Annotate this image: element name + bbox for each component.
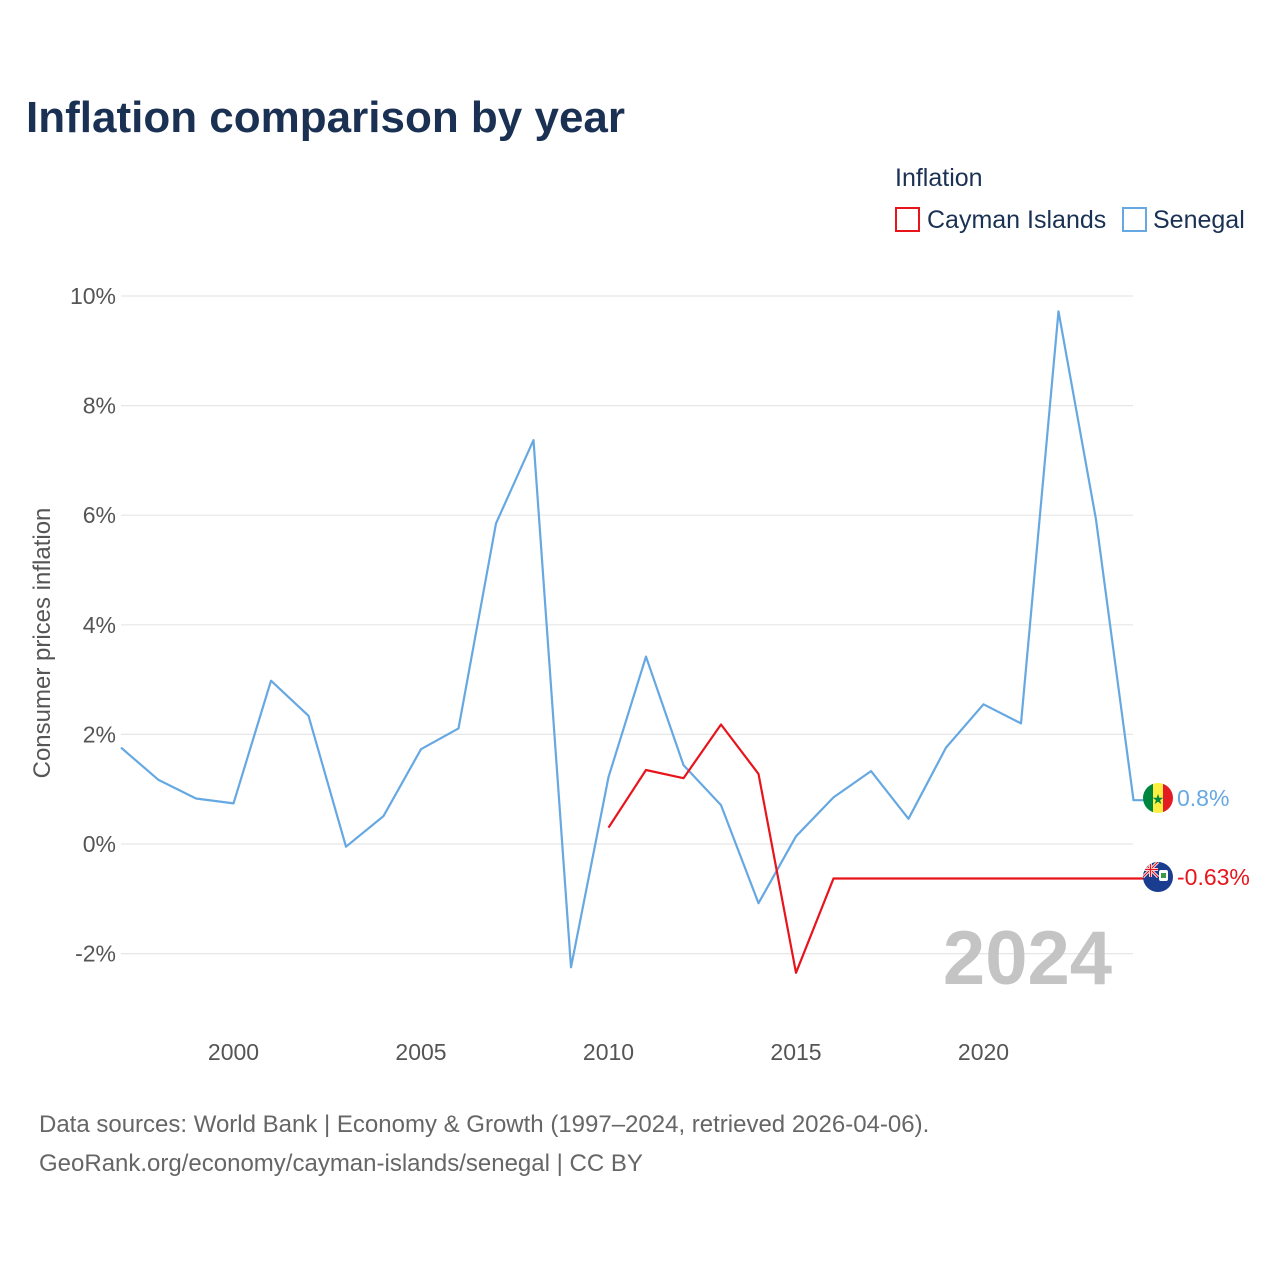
y-axis-ticks: 10% 8% 6% 4% 2% 0% -2% [70,283,116,967]
year-watermark: 2024 [943,916,1112,1001]
series-lines [120,310,1144,974]
y-tick-label: 6% [83,502,116,528]
svg-text:★: ★ [1152,792,1165,808]
y-tick-label: 8% [83,393,116,419]
x-axis-ticks: 2000 2005 2010 2015 2020 [208,1039,1009,1065]
series-line-cayman-islands[interactable] [607,723,1144,974]
source-line-1: Data sources: World Bank | Economy & Gro… [39,1111,929,1138]
legend-label-cayman[interactable]: Cayman Islands [927,206,1106,234]
y-tick-label: -2% [75,941,116,967]
cayman-end-marker: -0.63% [1143,862,1250,892]
cayman-end-value: -0.63% [1177,864,1250,890]
x-tick-label: 2000 [208,1039,259,1065]
senegal-end-value: 0.8% [1177,785,1229,811]
cayman-islands-flag-icon [1143,862,1173,892]
y-tick-label: 4% [83,612,116,638]
legend-label-senegal[interactable]: Senegal [1153,206,1245,234]
chart-title: Inflation comparison by year [26,93,625,142]
y-tick-label: 2% [83,721,116,747]
senegal-end-marker: ★ 0.8% [1143,783,1229,813]
y-axis-label: Consumer prices inflation [29,508,56,779]
x-tick-label: 2015 [770,1039,821,1065]
legend: Inflation Cayman Islands Senegal [895,164,1245,234]
y-tick-label: 0% [83,831,116,857]
gridlines [121,295,1133,955]
senegal-flag-icon: ★ [1143,783,1173,813]
x-tick-label: 2010 [583,1039,634,1065]
y-tick-label: 10% [70,283,116,309]
legend-swatch-cayman[interactable] [895,207,920,232]
source-line-2[interactable]: GeoRank.org/economy/cayman-islands/seneg… [39,1150,643,1177]
legend-swatch-senegal[interactable] [1122,207,1147,232]
x-tick-label: 2005 [395,1039,446,1065]
legend-title: Inflation [895,164,983,192]
x-tick-label: 2020 [958,1039,1009,1065]
series-line-senegal[interactable] [120,310,1144,969]
